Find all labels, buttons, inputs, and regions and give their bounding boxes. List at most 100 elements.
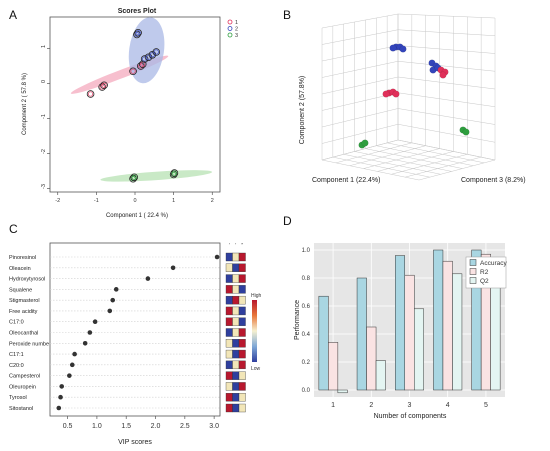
3d-point-group2 <box>399 45 407 53</box>
scores-point-group-1 <box>100 81 108 90</box>
scores-plot-title: Scores Plot <box>118 8 157 15</box>
scores-point-group-1 <box>138 60 147 69</box>
vip-heat-cell <box>232 339 240 348</box>
scores-legend-marker-2 <box>227 26 233 31</box>
3d-axis-label-component-3: Component 3 (8.2%) <box>461 177 526 184</box>
3d-axis-label-component-2: Component 2 (57.8%) <box>299 76 306 144</box>
vip-heat-cell <box>238 306 246 316</box>
performance-y-tick-label: 0.6 <box>302 304 311 310</box>
scores-group-3-ellipse <box>100 170 213 182</box>
performance-bar-q2 <box>375 360 386 391</box>
scores-point-group-1 <box>86 90 95 98</box>
scores-x-tick-label: 0 <box>133 198 136 204</box>
3d-grid-line <box>335 142 412 164</box>
3d-grid-line <box>418 159 496 181</box>
3d-axis-label-component-1: Component 1 (22.4%) <box>312 177 380 184</box>
vip-heat-cell <box>225 274 233 283</box>
vip-heat-cell <box>238 339 246 348</box>
vip-heat-cell <box>232 306 240 316</box>
vip-point <box>145 276 151 281</box>
vip-point <box>214 254 220 260</box>
performance-y-tick-label: 1.0 <box>302 248 311 254</box>
vip-point <box>56 405 62 411</box>
3d-point-group3 <box>361 139 369 147</box>
vip-heat-cell <box>225 328 233 337</box>
3d-grid-line <box>363 148 440 169</box>
3d-point-group1 <box>392 90 400 98</box>
vip-colorbar-low-label: Low <box>251 366 261 372</box>
vip-heat-cell <box>238 393 246 402</box>
vip-feature-label: Oleacein <box>9 266 31 272</box>
vip-heat-cell <box>232 382 240 391</box>
vip-heat-cell <box>225 403 233 413</box>
3d-point-group3 <box>462 128 470 136</box>
performance-bar-r2 <box>404 274 415 391</box>
performance-y-tick-label: 0.0 <box>302 388 311 394</box>
panel-letter-d: D <box>283 214 292 228</box>
vip-feature-label: Oleuropein <box>9 384 36 390</box>
vip-heat-cell <box>232 274 240 283</box>
performance-legend-swatch-accuracy <box>469 259 477 266</box>
vip-scores-plot: Pinoresinol Oleacein Hydroxytyrosol Squalen… <box>9 242 262 446</box>
scores-legend-label-3: 3 <box>235 33 238 39</box>
vip-x-tick-label: 1.0 <box>92 423 102 430</box>
vip-heat-cell <box>232 393 240 402</box>
vip-heat-cell <box>238 274 246 283</box>
vip-heat-cell <box>238 285 246 294</box>
3d-grid-line <box>321 76 399 95</box>
scores-y-tick-label: -1 <box>41 114 47 119</box>
panel-letter-c: C <box>9 222 18 236</box>
performance-bar-q2 <box>414 308 424 391</box>
performance-x-label: Number of components <box>374 413 447 420</box>
3d-grid-line <box>397 45 496 54</box>
vip-heat-cell <box>232 371 240 380</box>
3d-grid-line <box>397 29 496 36</box>
vip-heat-cell <box>232 317 240 326</box>
vip-feature-label: Sitostanol <box>9 406 33 412</box>
vip-heat-cell <box>238 263 246 272</box>
performance-bar-r2 <box>366 326 377 391</box>
scores-point-inner-group-2 <box>153 49 159 55</box>
3d-grid-line <box>405 156 482 178</box>
vip-point <box>107 308 113 314</box>
scores-legend-label-1: 1 <box>235 20 238 26</box>
3d-grid-line <box>321 13 399 29</box>
vip-feature-label: Hydroxytyrosol <box>9 277 45 283</box>
performance-bar-r2 <box>442 260 453 391</box>
scores-plot-y-label: Component 2 ( 57.8 %) <box>22 73 28 135</box>
vip-feature-label: Pinoresinol <box>9 255 36 261</box>
performance-bar-accuracy <box>433 249 444 391</box>
performance-bar-r2 <box>328 342 339 391</box>
vip-heat-cell <box>238 371 246 380</box>
3d-grid-line <box>321 29 399 45</box>
performance-x-tick-label: 1 <box>331 402 335 409</box>
vip-heat-cell <box>232 403 240 413</box>
scores-point-group-2 <box>140 55 149 63</box>
vip-heat-cell <box>232 295 240 305</box>
vip-heat-cell <box>232 285 240 294</box>
vip-heat-cell <box>232 328 240 337</box>
3d-grid-line <box>397 76 496 90</box>
vip-heat-cell <box>238 382 246 391</box>
performance-y-label: Performance <box>294 300 301 340</box>
scores-y-tick-label: -2 <box>41 149 47 154</box>
3d-grid-line <box>397 108 496 125</box>
scores-point-group-1 <box>129 67 137 76</box>
vip-point <box>110 297 116 303</box>
scores-x-tick-label: 2 <box>211 198 214 204</box>
vip-heat-cell <box>225 306 233 316</box>
vip-feature-label: C20:0 <box>9 363 24 369</box>
vip-point <box>82 340 88 346</box>
vip-heat-column-label: ′ <box>229 243 230 249</box>
3d-grid-line <box>321 61 399 78</box>
3d-point-group2 <box>389 44 397 52</box>
performance-bar-accuracy <box>395 255 405 391</box>
performance-bar-accuracy <box>318 295 329 391</box>
vip-feature-label: Free acidity <box>9 309 38 315</box>
vip-point <box>92 319 98 325</box>
vip-heat-cell <box>225 382 233 391</box>
vip-feature-label: C17:1 <box>9 352 24 358</box>
scores-point-inner-group-1 <box>130 68 136 74</box>
3d-grid-line <box>343 154 441 175</box>
